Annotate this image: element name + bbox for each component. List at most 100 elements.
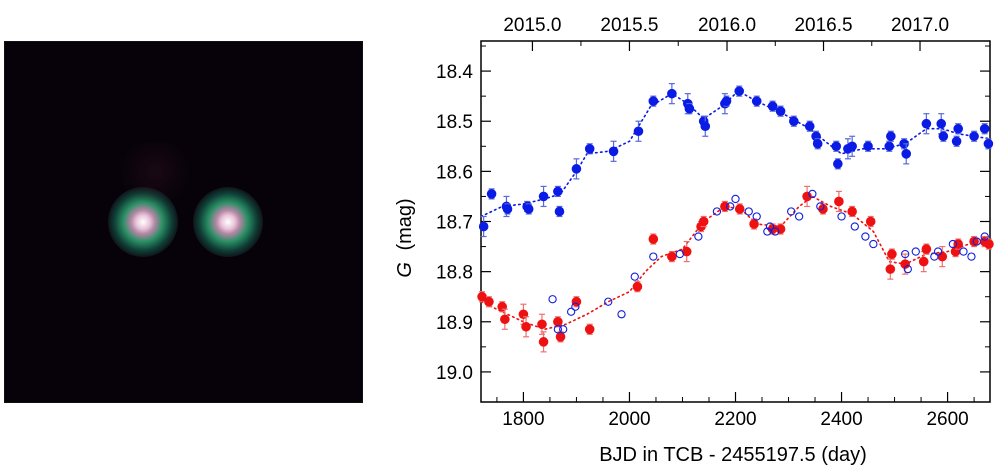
series-0-point (523, 204, 534, 214)
series-0-point (921, 118, 932, 129)
y-tick-label: 18.6 (436, 162, 473, 183)
series-0-point (789, 116, 799, 127)
series-0-point (767, 101, 778, 111)
series-1-point (648, 234, 659, 244)
series-2-point (694, 232, 703, 241)
series-2-point (731, 194, 740, 204)
series-0-point (863, 141, 873, 152)
series-0-point (667, 88, 677, 99)
series-0-point (983, 138, 994, 149)
top-tick-label: 2016.0 (698, 15, 756, 36)
series-1-point (521, 321, 531, 332)
series-0-point (486, 189, 497, 199)
series-1-point (518, 309, 529, 320)
series-2-point (850, 222, 859, 231)
series-1-point (834, 196, 844, 207)
series-1-point (865, 216, 876, 227)
series-0-point (884, 141, 895, 152)
series-1-point (749, 219, 759, 229)
series-1-point (900, 259, 910, 269)
series-0-point (936, 118, 947, 129)
y-tick-label: 19.0 (436, 363, 473, 384)
y-tick-label: 18.9 (436, 313, 473, 334)
series-1-point (847, 206, 857, 217)
top-tick-label: 2015.5 (600, 15, 658, 36)
series-0-point (847, 141, 857, 152)
series-1-point (969, 236, 979, 247)
series-1-point (887, 249, 897, 259)
x-tick-label: 2600 (926, 409, 968, 430)
y-axis-unit: (mag) (394, 198, 416, 250)
series-0-point (571, 164, 582, 174)
series-0-point (901, 149, 912, 159)
series-2-point (869, 239, 878, 249)
x-tick-label: 2200 (714, 409, 756, 430)
top-tick-label: 2017.0 (891, 15, 949, 36)
series-0-point (734, 86, 745, 96)
series-0-point (478, 221, 489, 232)
series-1-point (555, 332, 566, 342)
series-2-point (808, 189, 817, 199)
series-0-point (700, 121, 711, 132)
series-1-point (918, 256, 929, 267)
series-0-point (648, 96, 659, 106)
series-0-point (751, 96, 762, 106)
series-2-point (712, 207, 722, 216)
series-2-point (726, 202, 735, 211)
series-0-point (831, 141, 842, 152)
series-2-point (571, 302, 580, 311)
sky-image (4, 41, 363, 403)
series-1-point (667, 251, 677, 262)
series-2-point (901, 249, 910, 259)
series-2-point (559, 325, 568, 334)
series-2-point (548, 295, 557, 304)
series-1-point (984, 239, 994, 249)
series-2-point (861, 232, 870, 241)
top-tick-label: 2015.0 (503, 15, 561, 36)
series-1-point (477, 291, 487, 302)
x-tick-label: 2400 (820, 409, 862, 430)
series-2-point (649, 252, 658, 261)
series-1-point (885, 264, 896, 274)
series-0-point (951, 136, 962, 147)
series-2-point (837, 212, 846, 221)
series-2-point (903, 264, 912, 274)
series-2-point (911, 247, 920, 256)
series-0-point (538, 191, 549, 202)
series-2-point (763, 227, 772, 236)
series-2-point (617, 310, 626, 319)
y-tick-label: 18.4 (436, 62, 473, 83)
series-1-point (484, 296, 494, 307)
series-0-point (886, 131, 896, 142)
series-2-point (604, 297, 613, 306)
y-tick-label: 18.7 (436, 213, 473, 234)
series-0-point (938, 131, 949, 142)
series-0-point (775, 106, 786, 116)
series-2-point (972, 237, 981, 246)
series-2-point (948, 239, 958, 249)
x-tick-label: 1800 (502, 409, 544, 430)
y-tick-label: 18.8 (436, 263, 473, 284)
series-2-point (566, 307, 576, 316)
faint-halo (115, 142, 195, 202)
series-0-point (608, 146, 619, 157)
series-2-point (933, 247, 943, 256)
series-0-fit-curve (480, 90, 991, 218)
series-0-point (812, 138, 823, 149)
series-2-point (787, 207, 796, 216)
series-0-point (721, 96, 732, 106)
x-axis-title: BJD in TCB - 2455197.5 (day) (599, 444, 867, 466)
series-1-point (937, 251, 948, 262)
series-2-point (967, 252, 976, 261)
series-2-point (630, 272, 639, 281)
series-2-point (765, 222, 775, 231)
series-1-point (571, 296, 582, 307)
series-2-point (930, 252, 939, 261)
series-2-point (553, 325, 563, 334)
series-1-point (497, 301, 508, 312)
series-2-point (816, 202, 825, 211)
series-1-point (500, 314, 510, 325)
star-right-glow (193, 187, 263, 257)
series-0-point (554, 206, 565, 217)
